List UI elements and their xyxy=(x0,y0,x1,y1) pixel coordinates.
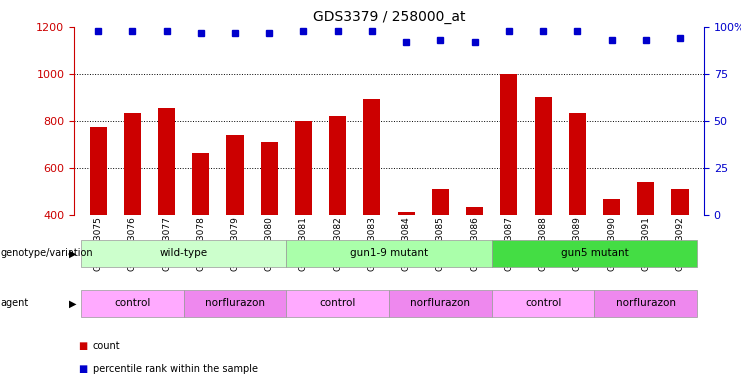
Bar xyxy=(492,290,594,317)
Bar xyxy=(261,142,278,215)
Text: gun5 mutant: gun5 mutant xyxy=(560,248,628,258)
Text: percentile rank within the sample: percentile rank within the sample xyxy=(93,364,258,374)
Bar xyxy=(192,153,209,215)
Text: ■: ■ xyxy=(78,341,87,351)
Bar xyxy=(329,116,346,215)
Text: gun1-9 mutant: gun1-9 mutant xyxy=(350,248,428,258)
Text: wild-type: wild-type xyxy=(159,248,207,258)
Text: control: control xyxy=(525,298,561,308)
Text: control: control xyxy=(114,298,150,308)
Bar xyxy=(90,127,107,215)
Bar xyxy=(594,290,697,317)
Bar xyxy=(124,113,141,215)
Bar xyxy=(81,240,286,267)
Bar xyxy=(227,135,244,215)
Bar xyxy=(500,74,517,215)
Bar xyxy=(286,240,492,267)
Bar xyxy=(286,290,389,317)
Bar xyxy=(492,240,697,267)
Bar xyxy=(398,212,415,215)
Bar xyxy=(534,98,551,215)
Text: control: control xyxy=(319,298,356,308)
Bar xyxy=(432,189,449,215)
Title: GDS3379 / 258000_at: GDS3379 / 258000_at xyxy=(313,10,465,25)
Text: ▶: ▶ xyxy=(69,298,76,308)
Bar xyxy=(158,108,175,215)
Bar xyxy=(569,113,586,215)
Text: ■: ■ xyxy=(78,364,87,374)
Bar xyxy=(363,99,380,215)
Text: genotype/variation: genotype/variation xyxy=(1,248,93,258)
Bar xyxy=(81,290,184,317)
Bar xyxy=(389,290,492,317)
Text: count: count xyxy=(93,341,120,351)
Bar xyxy=(671,189,688,215)
Bar xyxy=(466,207,483,215)
Bar xyxy=(184,290,286,317)
Bar xyxy=(603,199,620,215)
Text: norflurazon: norflurazon xyxy=(616,298,676,308)
Text: norflurazon: norflurazon xyxy=(205,298,265,308)
Bar xyxy=(295,121,312,215)
Text: ▶: ▶ xyxy=(69,248,76,258)
Bar xyxy=(637,182,654,215)
Text: norflurazon: norflurazon xyxy=(411,298,471,308)
Text: agent: agent xyxy=(1,298,29,308)
